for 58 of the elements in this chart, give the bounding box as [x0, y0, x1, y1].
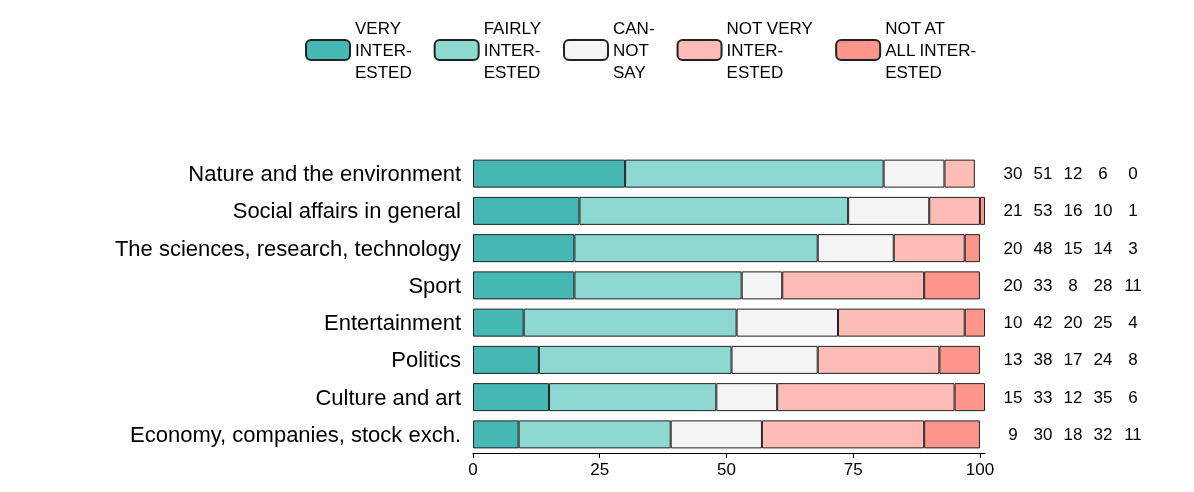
data-label: 4 — [1128, 313, 1138, 333]
x-tick-label: 100 — [965, 460, 995, 479]
data-label: 51 — [1033, 164, 1053, 184]
data-label: 14 — [1093, 238, 1113, 258]
data-label: 3 — [1128, 238, 1138, 258]
data-label: 20 — [1003, 275, 1023, 295]
data-label: 10 — [1093, 201, 1113, 221]
data-label: 32 — [1093, 424, 1113, 444]
data-label: 35 — [1093, 387, 1113, 407]
data-label: 0 — [1128, 164, 1138, 184]
data-label: 15 — [1003, 387, 1023, 407]
data-label: 38 — [1033, 350, 1053, 370]
data-label: 25 — [1093, 313, 1113, 333]
legend-label: CAN- NOT SAY — [612, 18, 655, 82]
legend-label: FAIRLY INTER- ESTED — [483, 18, 542, 82]
data-label: 20 — [1063, 313, 1083, 333]
legend-label: NOT VERY INTER- ESTED — [726, 18, 813, 82]
data-label: 30 — [1033, 424, 1053, 444]
data-label: 28 — [1093, 275, 1113, 295]
data-label: 6 — [1098, 164, 1108, 184]
data-label: 16 — [1063, 201, 1083, 221]
data-label: 8 — [1128, 350, 1138, 370]
legend-label: NOT AT ALL INTER- ESTED — [885, 18, 977, 82]
x-tick-label: 50 — [717, 460, 736, 479]
data-label: 18 — [1063, 424, 1083, 444]
data-label: 21 — [1003, 201, 1023, 221]
data-label: 11 — [1124, 275, 1142, 295]
x-tick-label: 0 — [468, 460, 478, 479]
data-label: 33 — [1033, 275, 1053, 295]
data-label: 8 — [1068, 275, 1078, 295]
x-tick-label: 75 — [843, 460, 863, 479]
data-label: 20 — [1003, 238, 1023, 258]
data-label: 11 — [1124, 424, 1142, 444]
x-tick-label: 25 — [590, 460, 610, 479]
y-tick-label: Politics — [391, 347, 461, 373]
data-label: 6 — [1128, 387, 1138, 407]
y-tick-label: Economy, companies, stock exch. — [130, 421, 461, 447]
data-label: 1 — [1128, 201, 1138, 221]
data-label: 30 — [1003, 164, 1023, 184]
data-label: 48 — [1033, 238, 1053, 258]
data-label: 15 — [1063, 238, 1083, 258]
legend-label: VERY INTER- ESTED — [355, 18, 412, 82]
y-tick-label: Entertainment — [324, 310, 461, 336]
data-label: 17 — [1063, 350, 1083, 370]
data-label: 24 — [1093, 350, 1113, 370]
data-label: 12 — [1063, 387, 1083, 407]
data-label: 12 — [1063, 164, 1083, 184]
data-label: 10 — [1003, 313, 1023, 333]
y-tick-label: The sciences, research, technology — [114, 235, 461, 261]
data-label: 42 — [1033, 313, 1053, 333]
y-tick-label: Social affairs in general — [232, 198, 461, 224]
y-tick-label: Nature and the environment — [188, 161, 461, 187]
data-label: 53 — [1033, 201, 1053, 221]
data-label: 9 — [1008, 424, 1018, 444]
y-tick-label: Culture and art — [315, 384, 461, 410]
y-tick-label: Sport — [408, 272, 461, 298]
data-label: 13 — [1003, 350, 1023, 370]
data-label: 33 — [1033, 387, 1053, 407]
